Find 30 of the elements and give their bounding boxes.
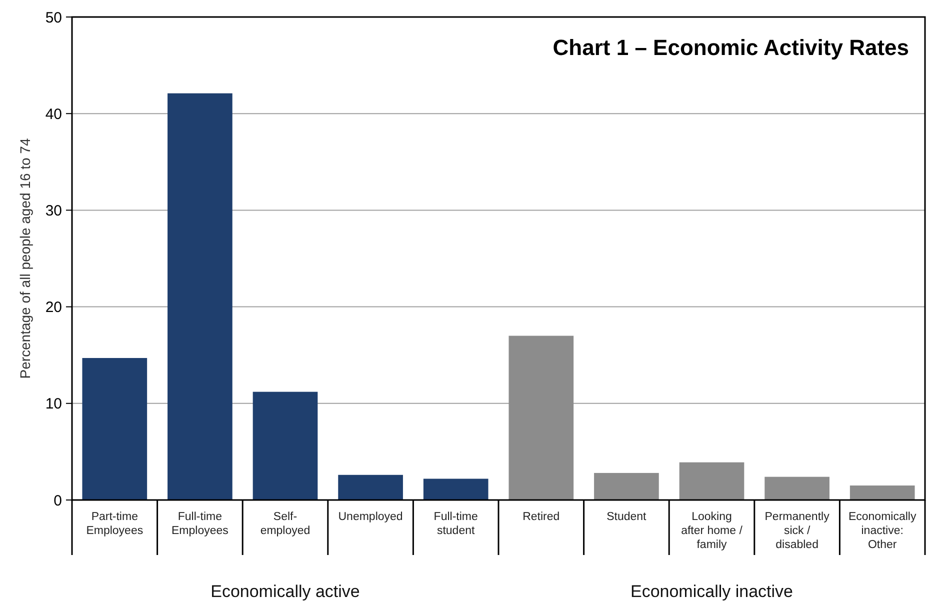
text: Economically inactive — [630, 582, 794, 601]
y-tick-label: 50 — [45, 9, 62, 26]
y-tick-label: 40 — [45, 106, 62, 123]
bar — [82, 358, 148, 500]
x-tick-label: Permanently sick / disabled — [764, 511, 830, 551]
bar — [850, 486, 915, 500]
x-tick-label: Full-time Employees — [172, 511, 229, 537]
y-axis-title: Percentage of all people aged 16 to 74 — [17, 138, 33, 379]
bar — [764, 476, 830, 500]
bar — [252, 392, 318, 500]
bar — [508, 336, 574, 500]
text: Chart 1 – Economic Activity Rates — [552, 35, 909, 60]
x-tick-label: Self-employed — [260, 511, 310, 537]
y-tick-label: 0 — [54, 492, 62, 510]
bar — [594, 472, 659, 500]
bar — [423, 478, 488, 500]
x-tick-label: Student — [606, 511, 648, 523]
x-tick-label: Part-time Employees — [86, 511, 144, 537]
x-tick-label: Retired — [522, 511, 560, 523]
bar — [168, 93, 232, 500]
x-tick-label: Looking after home / family — [681, 511, 744, 551]
bar — [679, 462, 744, 500]
x-tick-label: Economically inactive: Other — [848, 511, 916, 551]
x-tick-label: Full-time student — [434, 511, 478, 537]
bar — [338, 474, 403, 500]
x-tick-label: Unemployed — [338, 511, 403, 523]
text: Economically active — [210, 582, 360, 601]
y-tick-label: 20 — [45, 299, 62, 316]
y-tick-label: 30 — [45, 202, 62, 220]
y-tick-label: 10 — [45, 396, 62, 413]
